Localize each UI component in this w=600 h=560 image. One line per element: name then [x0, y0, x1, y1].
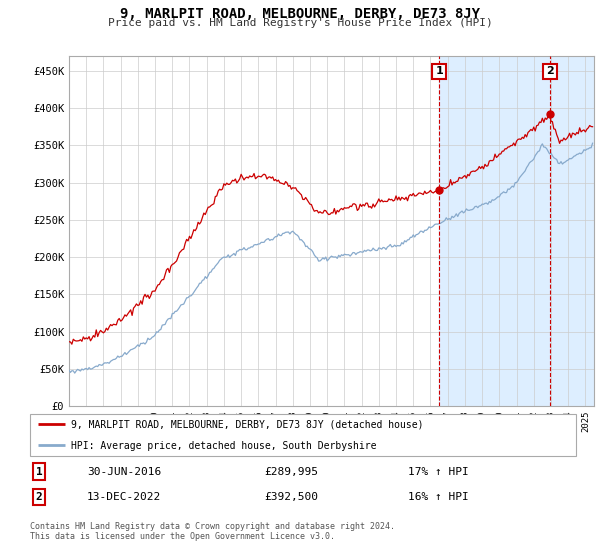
- Text: 1: 1: [35, 466, 43, 477]
- Text: 17% ↑ HPI: 17% ↑ HPI: [408, 466, 469, 477]
- Text: £289,995: £289,995: [264, 466, 318, 477]
- Text: 1: 1: [435, 67, 443, 77]
- FancyBboxPatch shape: [30, 414, 576, 456]
- Text: 13-DEC-2022: 13-DEC-2022: [87, 492, 161, 502]
- Text: 16% ↑ HPI: 16% ↑ HPI: [408, 492, 469, 502]
- Text: Price paid vs. HM Land Registry's House Price Index (HPI): Price paid vs. HM Land Registry's House …: [107, 18, 493, 29]
- Text: £392,500: £392,500: [264, 492, 318, 502]
- Text: Contains HM Land Registry data © Crown copyright and database right 2024.
This d: Contains HM Land Registry data © Crown c…: [30, 522, 395, 542]
- Text: 9, MARLPIT ROAD, MELBOURNE, DERBY, DE73 8JY (detached house): 9, MARLPIT ROAD, MELBOURNE, DERBY, DE73 …: [71, 420, 424, 430]
- Text: 9, MARLPIT ROAD, MELBOURNE, DERBY, DE73 8JY: 9, MARLPIT ROAD, MELBOURNE, DERBY, DE73 …: [120, 7, 480, 21]
- Bar: [439, 56, 600, 406]
- Text: HPI: Average price, detached house, South Derbyshire: HPI: Average price, detached house, Sout…: [71, 441, 376, 451]
- Text: 2: 2: [546, 67, 554, 77]
- Text: 30-JUN-2016: 30-JUN-2016: [87, 466, 161, 477]
- Text: 2: 2: [35, 492, 43, 502]
